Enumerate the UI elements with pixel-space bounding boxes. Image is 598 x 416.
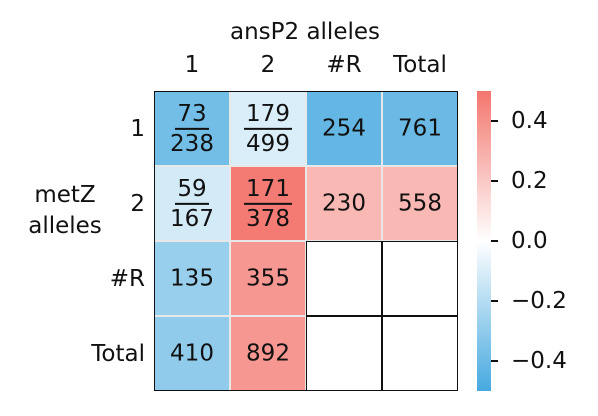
colorbar-tick-label: 0.4 bbox=[511, 108, 548, 134]
colorbar-tick-label: 0.0 bbox=[511, 228, 548, 254]
cell-fraction: 179 499 bbox=[231, 101, 305, 157]
row-axis-title-line2: alleles bbox=[28, 213, 102, 239]
colorbar bbox=[477, 91, 491, 391]
row-label: #R bbox=[109, 265, 145, 292]
heatmap-cell: 230 bbox=[306, 166, 382, 241]
colorbar-tick bbox=[491, 120, 498, 122]
cell-value: 761 bbox=[398, 115, 442, 141]
colorbar-tick bbox=[491, 180, 498, 182]
heatmap-cell bbox=[306, 241, 382, 316]
heatmap-cell: 171 378 bbox=[230, 166, 306, 241]
column-axis-title: ansP2 alleles bbox=[229, 19, 381, 45]
heatmap-cell: 135 bbox=[154, 241, 230, 316]
colorbar-tick bbox=[491, 240, 498, 242]
heatmap-cell: 59 167 bbox=[154, 166, 230, 241]
heatmap-cell: 355 bbox=[230, 241, 306, 316]
colorbar-tick-label: −0.2 bbox=[511, 288, 567, 314]
colorbar-tick-label: 0.2 bbox=[511, 168, 548, 194]
heatmap-cell bbox=[382, 316, 458, 391]
heatmap-cell: 73 238 bbox=[154, 91, 230, 166]
cell-denominator: 238 bbox=[170, 130, 214, 157]
column-label: 2 bbox=[260, 52, 276, 78]
cell-value: 254 bbox=[322, 115, 366, 141]
row-label: 2 bbox=[130, 190, 145, 217]
heatmap-cell: 892 bbox=[230, 316, 306, 391]
row-label: Total bbox=[91, 340, 145, 367]
column-label: 1 bbox=[184, 52, 200, 78]
cell-numerator: 59 bbox=[175, 176, 209, 205]
cell-value: 135 bbox=[170, 265, 214, 291]
cell-numerator: 171 bbox=[244, 176, 292, 205]
heatmap-frame bbox=[154, 91, 458, 391]
column-label: #R bbox=[326, 52, 362, 78]
cell-denominator: 378 bbox=[246, 205, 290, 232]
column-label: Total bbox=[393, 52, 447, 78]
heatmap-cell: 410 bbox=[154, 316, 230, 391]
cell-numerator: 179 bbox=[244, 101, 292, 130]
colorbar-tick bbox=[491, 360, 498, 362]
row-label: 1 bbox=[130, 115, 145, 142]
colorbar-tick bbox=[491, 300, 498, 302]
cell-fraction: 59 167 bbox=[155, 176, 229, 230]
colorbar-tick-label: −0.4 bbox=[511, 348, 567, 374]
cell-numerator: 73 bbox=[175, 101, 209, 130]
cell-denominator: 499 bbox=[246, 130, 290, 157]
cell-value: 892 bbox=[246, 340, 290, 366]
cell-value: 558 bbox=[398, 190, 442, 216]
heatmap-cell bbox=[382, 241, 458, 316]
cell-value: 230 bbox=[322, 190, 366, 216]
row-axis-title-line1: metZ bbox=[34, 182, 96, 208]
cell-fraction: 73 238 bbox=[155, 101, 229, 155]
cell-denominator: 167 bbox=[170, 205, 214, 232]
cell-value: 410 bbox=[170, 340, 214, 366]
cell-value: 355 bbox=[246, 265, 290, 291]
cell-fraction: 171 378 bbox=[231, 176, 305, 232]
